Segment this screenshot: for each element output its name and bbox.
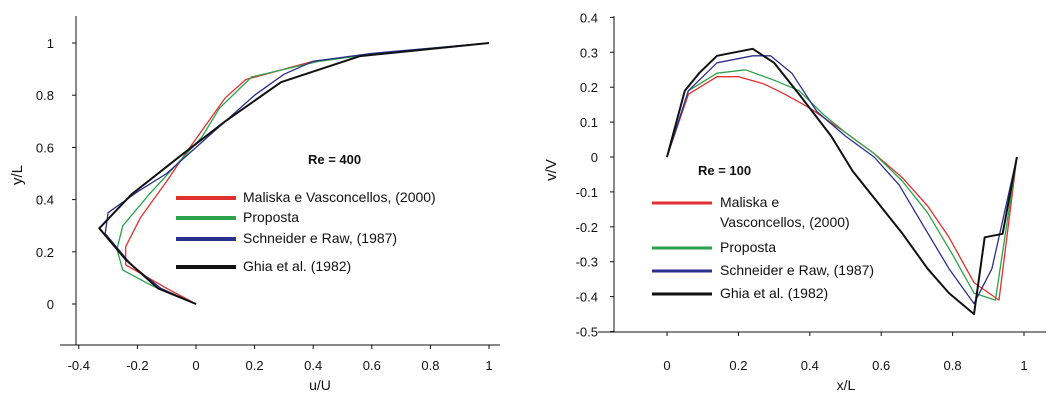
legend-label-2: Proposta xyxy=(243,209,299,225)
x-tick-label: 0 xyxy=(663,358,670,373)
y-tick-label: 1 xyxy=(47,36,54,51)
x-axis-label: u/U xyxy=(309,377,331,393)
y-axis-label: v/V xyxy=(543,159,560,181)
y-tick-label: 0.4 xyxy=(36,193,54,208)
x-tick-label: 0.4 xyxy=(801,358,819,373)
x-tick-label: 0.6 xyxy=(872,358,890,373)
x-tick-label: 1 xyxy=(1020,358,1027,373)
chart-left-svg: -0.4 -0.2 0 0.2 0.4 0.6 0.8 1 0 0.2 0.4 0.6 0.8 1 u/U y… xyxy=(9,16,500,393)
series-line-4 xyxy=(98,42,490,305)
series-line-4 xyxy=(666,47,1018,316)
y-tick-label: 0.1 xyxy=(580,115,598,130)
reynolds-annotation: Re = 100 xyxy=(698,163,751,178)
reynolds-annotation: Re = 400 xyxy=(308,152,361,167)
y-tick-label: 0.4 xyxy=(580,10,598,25)
x-tick-label: 1 xyxy=(485,358,492,373)
chart-left: -0.4 -0.2 0 0.2 0.4 0.6 0.8 1 0 0.2 0.4 0.6 0.8 1 u/U y… xyxy=(9,16,500,393)
legend-label-3: Schneider e Raw, (1987) xyxy=(243,230,397,246)
x-tick-label: 0.6 xyxy=(363,358,381,373)
legend-label-2: Proposta xyxy=(720,239,776,255)
legend-label-3: Schneider e Raw, (1987) xyxy=(720,262,874,278)
x-tick-label: -0.2 xyxy=(126,358,148,373)
legend-label-1: Maliska e xyxy=(720,194,779,210)
y-tick-label: 0.6 xyxy=(36,140,54,155)
x-tick-label: 0.2 xyxy=(246,358,264,373)
y-tick-label: 0.3 xyxy=(580,45,598,60)
x-tick-label: -0.4 xyxy=(68,358,90,373)
y-tick-label: -0.1 xyxy=(576,185,598,200)
y-tick-label: -0.4 xyxy=(576,290,598,305)
series-line-2 xyxy=(666,69,1018,301)
x-tick-label: 0.8 xyxy=(421,358,439,373)
y-axis-label: y/L xyxy=(9,165,26,185)
y-tick-label: 0.2 xyxy=(36,245,54,260)
x-tick-label: 0.2 xyxy=(729,358,747,373)
legend-label-4: Ghia et al. (1982) xyxy=(243,258,351,274)
chart-right-svg: 0 0.2 0.4 0.6 0.8 1 0.4 0.3 0.2 0.1 0 -0.1 -0.2 -0.3 -… xyxy=(543,10,1046,393)
x-tick-label: 0.8 xyxy=(944,358,962,373)
y-tick-label: -0.5 xyxy=(576,325,598,340)
y-tick-label: -0.3 xyxy=(576,255,598,270)
legend-label-1-cont: Vasconcellos, (2000) xyxy=(720,214,850,230)
y-tick-label: 0 xyxy=(47,297,54,312)
x-tick-label: 0 xyxy=(192,358,199,373)
chart-right: 0 0.2 0.4 0.6 0.8 1 0.4 0.3 0.2 0.1 0 -0.1 -0.2 -0.3 -… xyxy=(526,0,1052,394)
x-axis-label: x/L xyxy=(837,377,856,393)
legend-label-4: Ghia et al. (1982) xyxy=(720,285,828,301)
y-tick-label: 0.8 xyxy=(36,88,54,103)
legend-label-1: Maliska e Vasconcellos, (2000) xyxy=(243,189,436,205)
y-tick-label: 0 xyxy=(591,150,598,165)
x-tick-label: 0.4 xyxy=(304,358,322,373)
y-tick-label: -0.2 xyxy=(576,220,598,235)
series-line-3 xyxy=(666,55,1018,305)
y-tick-label: 0.2 xyxy=(580,80,598,95)
